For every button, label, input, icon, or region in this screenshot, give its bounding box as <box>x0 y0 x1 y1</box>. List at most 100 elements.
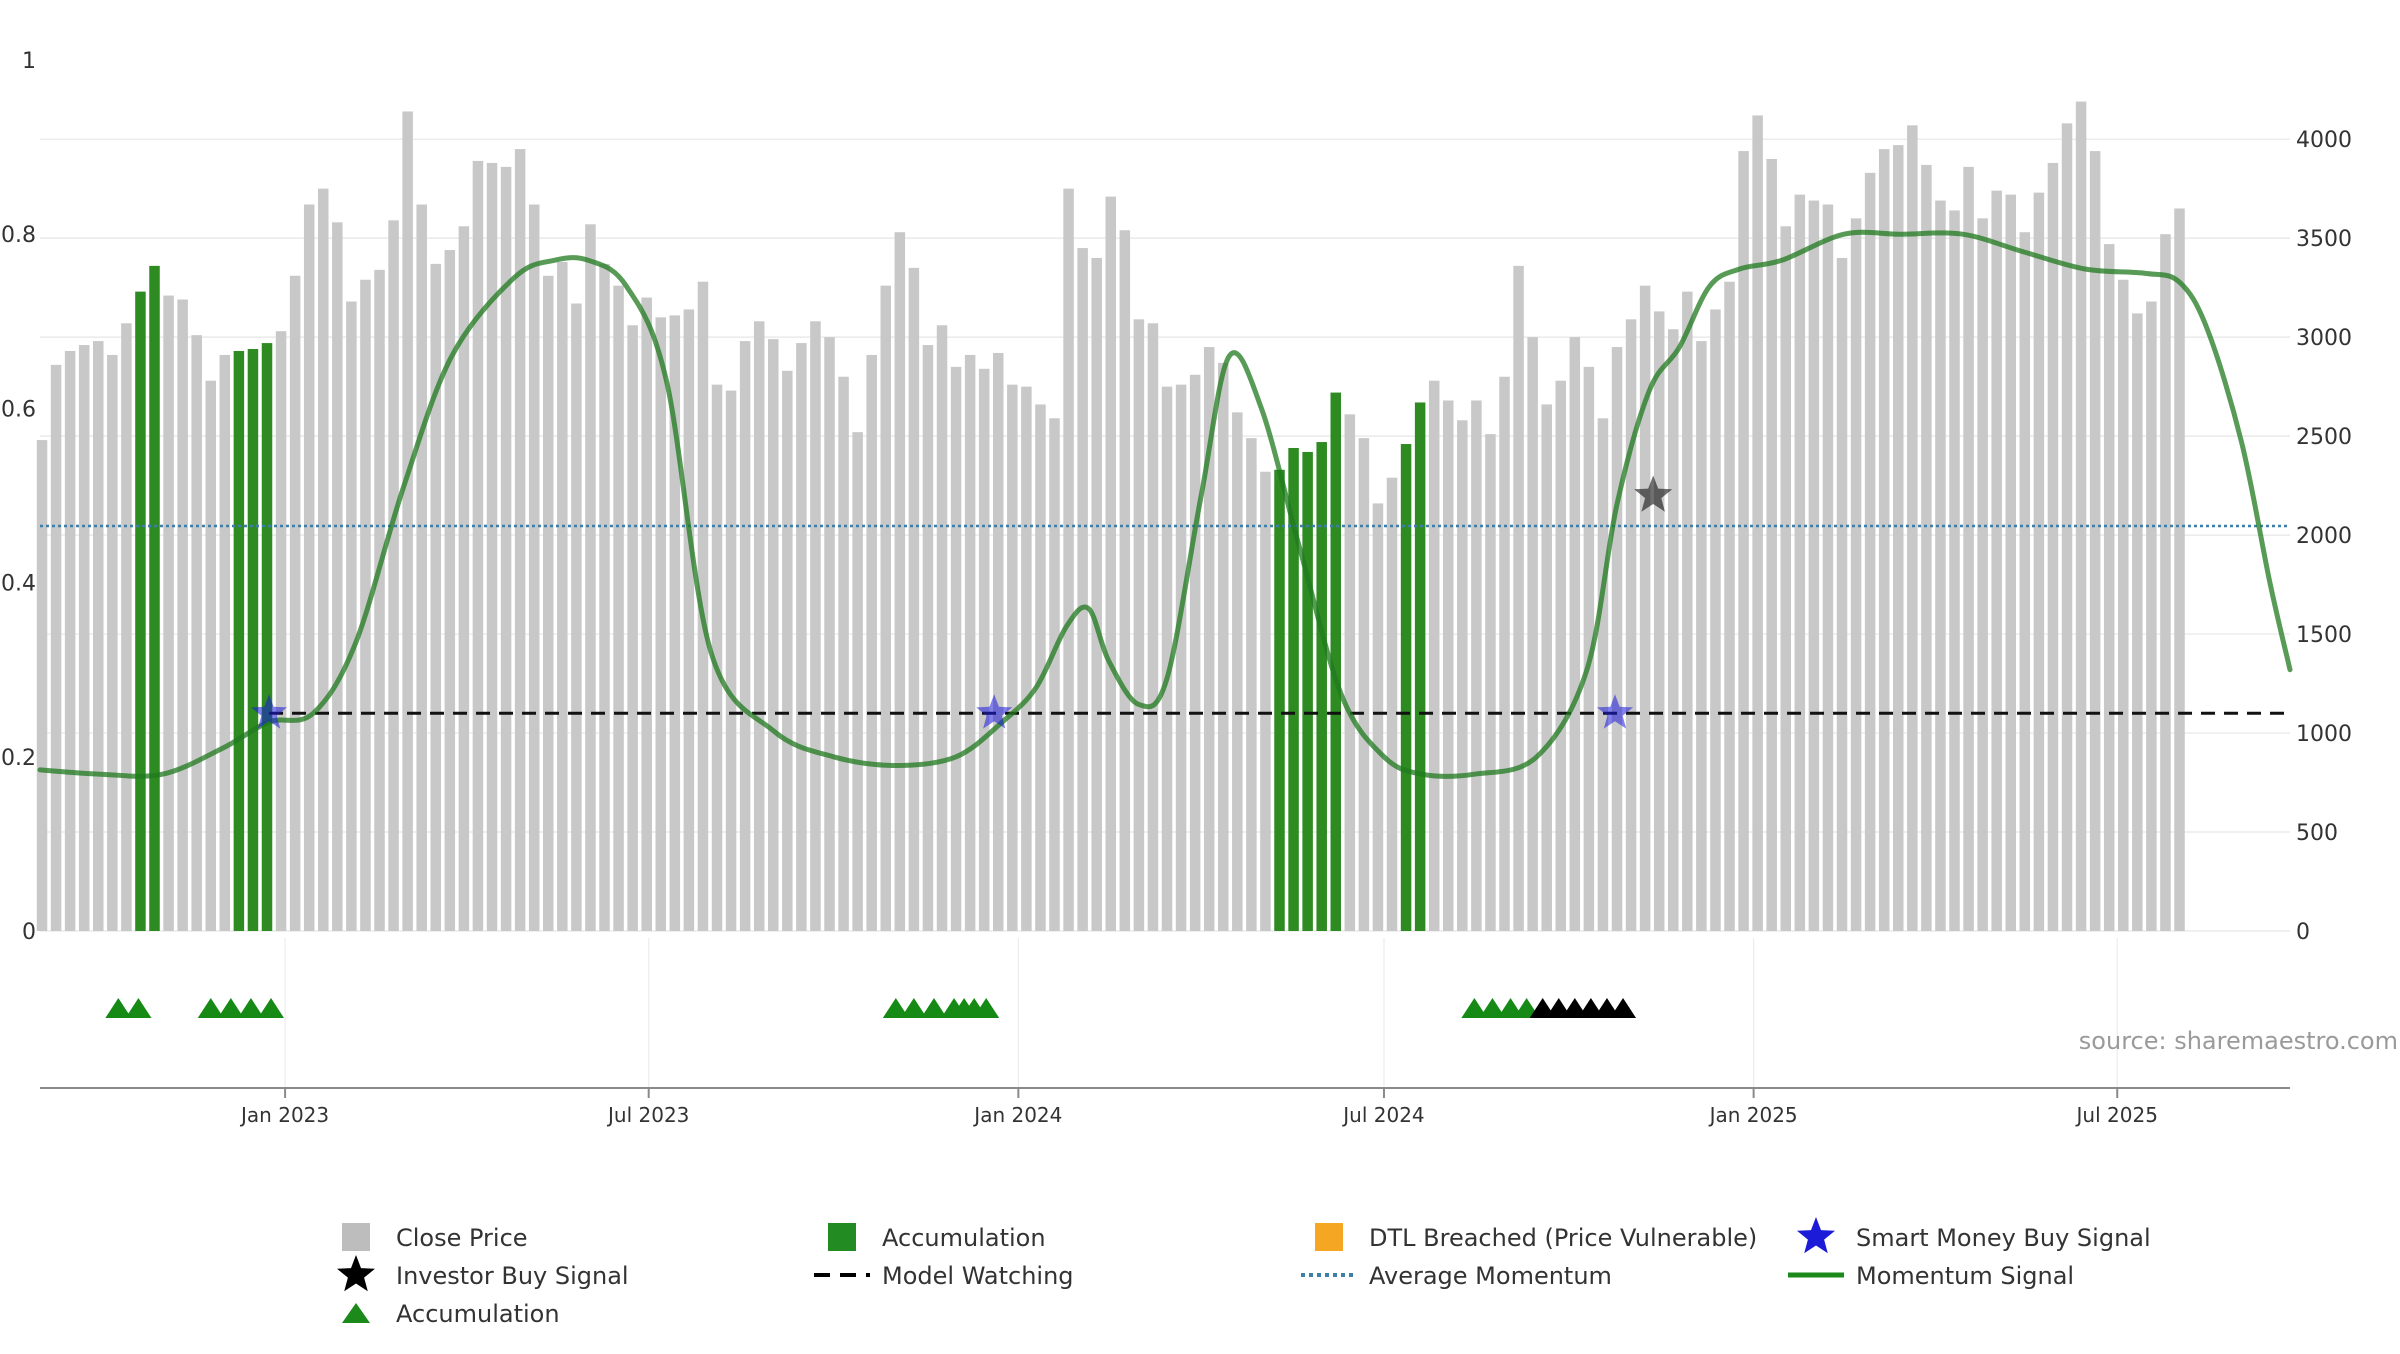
close-price-bar <box>1822 204 1834 931</box>
close-price-bar <box>669 315 681 932</box>
close-price-bar <box>332 222 343 931</box>
close-price-bar <box>1696 341 1707 931</box>
close-price-bar <box>1850 218 1862 931</box>
y-right-tick-label: 0 <box>2296 920 2310 945</box>
close-price-bar <box>2174 208 2185 931</box>
close-price-bar <box>1991 190 2002 931</box>
close-price-bar <box>2005 194 2017 932</box>
close-price-bar <box>1372 503 1384 931</box>
axes: Jan 2023 Jul 2023 Jan 2024 Jul 2024 Jan 2025… <box>1 49 2352 1127</box>
legend-label: DTL Breached (Price Vulnerable) <box>1369 1224 1757 1252</box>
smart-money-buy-star <box>250 694 288 729</box>
close-price-bar <box>416 204 427 931</box>
accumulation-bar <box>1414 402 1426 931</box>
legend-label: Accumulation <box>396 1300 560 1328</box>
close-price-bar <box>163 295 174 931</box>
close-price-bar <box>1147 323 1159 931</box>
close-price-bar <box>1836 257 1848 931</box>
accumulation-marker <box>237 998 264 1018</box>
close-price-bar <box>50 364 62 932</box>
y-left-tick-label: 0.8 <box>1 223 36 248</box>
signal-stars <box>250 475 1673 729</box>
close-price-bar <box>1499 376 1510 931</box>
close-price-bar <box>1682 291 1693 931</box>
x-tick-label: Jul 2025 <box>2075 1103 2158 1127</box>
x-tick-label: Jan 2023 <box>239 1103 329 1127</box>
close-price-bar <box>866 354 877 931</box>
close-price-bar <box>64 350 76 932</box>
close-price-bar <box>1246 438 1257 931</box>
legend-swatch-star <box>1797 1217 1835 1254</box>
close-price-bar <box>2132 313 2143 931</box>
legend-label: Accumulation <box>882 1224 1046 1252</box>
close-price-bar <box>1907 125 1918 931</box>
close-price-bar <box>2061 123 2073 931</box>
close-price-bar <box>655 317 667 931</box>
close-price-bar <box>978 368 990 931</box>
close-price-bar <box>1133 319 1145 932</box>
close-price-bar <box>711 384 723 931</box>
close-price-bar <box>1653 311 1665 931</box>
legend-swatch-star <box>337 1255 375 1292</box>
y-left-tick-label: 0.2 <box>1 746 36 771</box>
close-price-bar <box>346 301 357 932</box>
close-price-bar <box>557 261 568 931</box>
close-price-bar <box>121 323 132 931</box>
accumulation-bar <box>1316 442 1327 931</box>
close-price-bar <box>880 285 892 931</box>
close-price-bar <box>1864 172 1876 931</box>
close-price-bar <box>1527 337 1538 931</box>
legend-swatch-triangle <box>342 1303 370 1323</box>
close-price-bar <box>571 303 582 931</box>
close-price-bar <box>725 390 737 931</box>
close-price-bar <box>1963 166 1974 932</box>
close-price-bar <box>1569 337 1581 931</box>
y-right-tick-label: 3500 <box>2296 227 2352 252</box>
close-price-bar <box>1077 248 1088 931</box>
close-price-bar <box>219 354 231 931</box>
close-price-bar <box>1344 414 1356 931</box>
close-price-bar <box>1007 384 1018 931</box>
y-right-tick-label: 2000 <box>2296 524 2352 549</box>
close-price-bar <box>739 341 751 931</box>
legend-label: Momentum Signal <box>1856 1262 2074 1290</box>
close-price-bar <box>1611 347 1623 932</box>
accumulation-bar <box>1288 447 1299 931</box>
close-price-bar <box>93 341 104 931</box>
x-tick-label: Jan 2025 <box>1708 1103 1798 1127</box>
accumulation-marker <box>217 998 244 1018</box>
close-price-bar <box>1935 200 1946 931</box>
accumulation-bar <box>1302 451 1313 931</box>
close-price-bar <box>2146 301 2157 932</box>
accumulation-bar <box>1330 392 1342 932</box>
close-price-bar <box>782 370 793 931</box>
x-tick-label: Jul 2023 <box>606 1103 689 1127</box>
close-price-bar <box>36 440 48 931</box>
accumulation-marker <box>197 998 224 1018</box>
y-right-tick-label: 2500 <box>2296 425 2352 450</box>
close-price-bar <box>641 297 652 932</box>
legend: Close Price Accumulation DTL Breached (Pri… <box>337 1217 2151 1328</box>
momentum-layer <box>37 229 2293 779</box>
momentum-signal-line <box>37 229 2293 779</box>
y-right-tick-label: 1000 <box>2296 722 2352 747</box>
close-price-bar <box>1035 404 1046 931</box>
close-price-bar <box>402 111 413 931</box>
close-price-bar <box>1471 400 1482 931</box>
close-price-bar <box>993 352 1004 931</box>
close-price-bar <box>1668 329 1679 932</box>
close-price-bar <box>1625 319 1637 932</box>
lower-panel: source: sharemaestro.com <box>105 998 2398 1055</box>
legend-swatch-square <box>342 1223 370 1251</box>
x-tick-label: Jul 2024 <box>1341 1103 1424 1127</box>
accumulation-marker <box>1461 998 1488 1018</box>
close-price-bar <box>1738 151 1749 932</box>
close-price-bar <box>205 380 217 931</box>
close-price-bar <box>1780 226 1792 932</box>
close-price-bar <box>894 232 906 931</box>
close-price-bar <box>514 149 526 932</box>
close-price-bar <box>1232 412 1243 931</box>
close-price-bar <box>318 188 329 931</box>
close-price-bar <box>936 325 948 931</box>
